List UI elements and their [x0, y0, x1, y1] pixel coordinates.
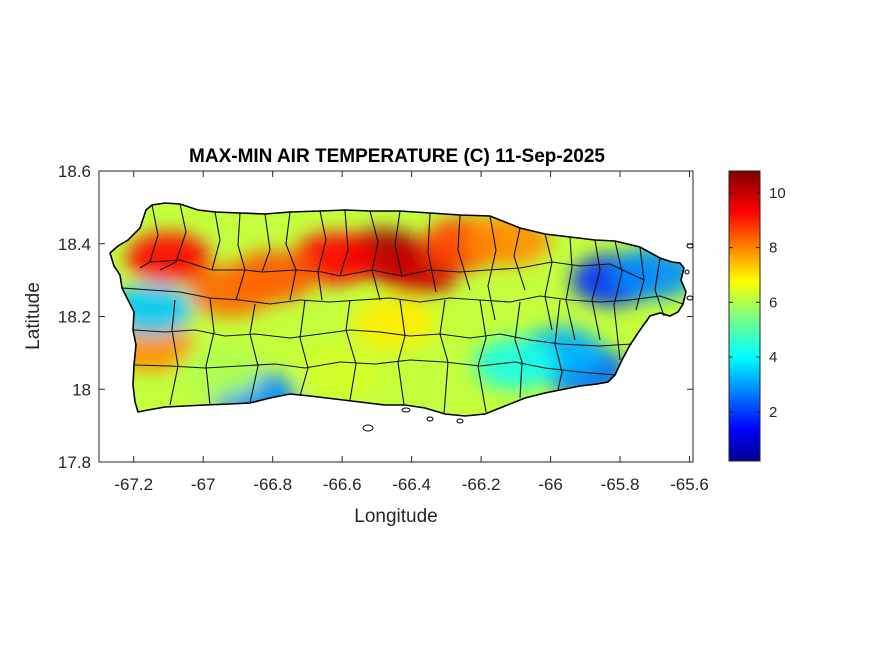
temperature-patch	[178, 345, 263, 398]
islet	[426, 416, 434, 422]
x-tick-label: -66.4	[392, 475, 431, 494]
temperature-patch	[300, 345, 385, 398]
islet	[684, 269, 690, 275]
islet	[686, 295, 694, 301]
y-tick-label: 18.2	[58, 308, 91, 327]
x-tick-label: -65.8	[601, 475, 640, 494]
colorbar-tick-label: 8	[769, 240, 777, 257]
x-tick-label: -66.2	[462, 475, 501, 494]
temperature-patch	[126, 232, 211, 285]
islets	[362, 243, 694, 432]
temperature-patch	[189, 265, 273, 318]
colorbar	[728, 170, 761, 462]
colorbar-tick-label: 6	[769, 294, 777, 311]
temperature-patch	[352, 297, 437, 350]
x-axis-ticks: -67.2 -67 -66.8 -66.6 -66.4 -66.2 -66 -65.8 -65.…	[114, 171, 709, 494]
island-coastline	[109, 202, 687, 417]
chart-title: MAX-MIN AIR TEMPERATURE (C) 11-Sep-2025	[189, 146, 605, 167]
y-tick-label: 18.4	[58, 235, 91, 254]
y-tick-label: 18.6	[58, 162, 91, 181]
temperature-field	[110, 203, 686, 416]
islet	[686, 243, 694, 249]
temperature-patch	[473, 337, 558, 390]
colorbar-ticks: 10 8 6 4 2	[729, 185, 786, 421]
y-tick-label: 18	[72, 380, 91, 399]
islet	[362, 424, 374, 432]
municipality-boundaries	[121, 203, 684, 415]
islet	[456, 418, 464, 424]
x-tick-label: -66.8	[253, 475, 292, 494]
y-axis-label: Latitude	[23, 282, 44, 350]
x-tick-label: -65.6	[670, 475, 709, 494]
colorbar-tick-label: 10	[769, 185, 786, 202]
y-tick-label: 17.8	[58, 453, 91, 472]
x-tick-label: -67.2	[114, 475, 153, 494]
colorbar-tick-label: 4	[769, 349, 777, 366]
x-tick-label: -66	[538, 475, 563, 494]
islet	[401, 407, 411, 413]
colorbar-tick-label: 2	[769, 404, 777, 421]
x-tick-label: -66.6	[323, 475, 362, 494]
y-axis-ticks: 18.6 18.4 18.2 18 17.8	[58, 162, 693, 472]
x-axis-label: Longitude	[354, 506, 437, 527]
x-tick-label: -67	[191, 475, 216, 494]
